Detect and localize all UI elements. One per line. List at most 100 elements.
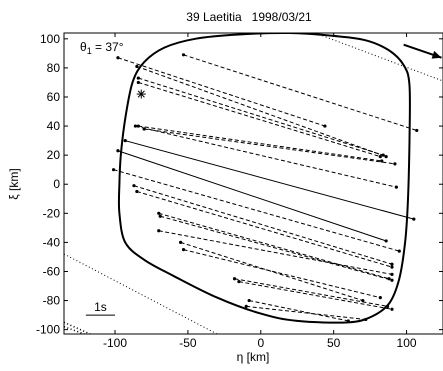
- plot-frame: [63, 32, 443, 335]
- x-tick-label: 50: [327, 336, 341, 350]
- chord-start-point: [135, 64, 139, 69]
- y-tick-label: 100: [40, 32, 60, 46]
- direction-arrow: [403, 43, 442, 59]
- y-tick-label: -80: [43, 294, 61, 308]
- chord: [133, 124, 398, 189]
- x-axis-ticks: -100 -50 0 50 100: [103, 33, 417, 350]
- chord-start-point: [116, 56, 120, 60]
- chord: [136, 76, 385, 157]
- x-tick-label: -50: [179, 336, 197, 350]
- chord: [157, 229, 394, 276]
- chord-line: [238, 281, 393, 310]
- direction-arrow-head: [431, 50, 442, 59]
- chord-line: [136, 65, 387, 158]
- chord-end-point: [381, 153, 385, 157]
- chord-end-point: [390, 272, 394, 276]
- dotted-line: [64, 321, 91, 334]
- chord: [135, 64, 388, 159]
- chord: [247, 298, 350, 323]
- chord-start-point: [158, 214, 162, 218]
- chord-end-point: [378, 296, 382, 300]
- chord-start-point: [181, 53, 186, 57]
- chord-line: [138, 81, 381, 158]
- chord-line: [246, 305, 366, 320]
- chord-line: [133, 185, 393, 265]
- asterisk-stroke: [137, 90, 145, 98]
- chord-start-point: [111, 168, 116, 172]
- asteroid-outline: [117, 33, 411, 324]
- x-tick-label: 100: [397, 336, 417, 350]
- x-tick-label: -100: [103, 336, 127, 350]
- chord: [158, 214, 394, 282]
- chord-end-point: [384, 239, 388, 243]
- dotted-line: [64, 325, 85, 334]
- x-tick-label: 0: [257, 336, 264, 350]
- chord-end-point: [394, 185, 398, 189]
- chord-start-point: [157, 229, 161, 233]
- y-axis-label: ξ [km]: [7, 168, 21, 199]
- chord-line: [158, 212, 390, 280]
- y-tick-label: -40: [43, 235, 61, 249]
- chord: [111, 168, 401, 253]
- chord-start-point: [244, 304, 248, 308]
- chord-line: [117, 57, 326, 127]
- chord-end-point: [412, 217, 416, 221]
- chord-start-point: [136, 76, 140, 80]
- chord-end-point: [397, 249, 401, 253]
- chord-start-point: [157, 211, 161, 215]
- y-tick-label: 80: [47, 61, 61, 75]
- chord: [181, 248, 382, 300]
- scale-bar: 1s: [85, 300, 116, 316]
- asterisk-marker: [136, 89, 146, 99]
- chord-line: [160, 215, 393, 281]
- chord-start-point: [135, 189, 139, 194]
- chord-end-point: [390, 307, 394, 311]
- chord-line: [136, 191, 393, 268]
- dotted-lines: [64, 33, 443, 334]
- scale-bar-label: 1s: [94, 300, 107, 314]
- y-tick-label: 60: [47, 90, 61, 104]
- chord: [116, 149, 388, 243]
- chord-line: [113, 169, 400, 252]
- chord-line: [125, 140, 414, 220]
- chord-start-point: [116, 149, 120, 153]
- chord-end-point: [393, 162, 397, 166]
- chord-start-point: [136, 80, 140, 85]
- chord: [232, 277, 390, 308]
- chord-end-point: [390, 262, 394, 266]
- chord: [123, 139, 416, 221]
- chord-start-point: [237, 280, 241, 284]
- chord-line: [180, 241, 363, 302]
- y-axis-ticks: -100 -80 -60 -40 -20 0 20 40 60 80 100: [36, 32, 443, 337]
- chord: [116, 56, 327, 128]
- chord-end-point: [384, 154, 388, 159]
- chord-line: [158, 230, 393, 275]
- chord: [132, 184, 394, 266]
- chord-start-point: [123, 139, 127, 143]
- chord: [237, 280, 394, 311]
- chord-start-point: [181, 248, 186, 252]
- x-axis-label: η [km]: [237, 350, 270, 364]
- chord-start-point: [179, 240, 183, 244]
- chord-line: [135, 125, 397, 188]
- angle-annotation: θ1 = 37°: [80, 40, 124, 56]
- chord: [136, 80, 382, 159]
- chord-line: [138, 125, 382, 162]
- chord-end-point: [390, 265, 394, 269]
- chord-line: [138, 77, 384, 156]
- chord: [179, 240, 365, 303]
- chord-line: [183, 249, 381, 299]
- y-tick-label: -100: [36, 323, 60, 337]
- chord-start-point: [232, 277, 237, 281]
- chart-title: 39 Laetitia 1998/03/21: [186, 10, 312, 24]
- chord-end-point: [323, 124, 327, 128]
- chord: [244, 304, 368, 322]
- y-tick-label: 0: [53, 177, 60, 191]
- dotted-line: [64, 253, 218, 334]
- y-tick-label: 20: [47, 148, 61, 162]
- chord-line: [144, 128, 395, 165]
- chord-start-point: [247, 298, 251, 303]
- dotted-line: [318, 33, 443, 82]
- chord-start-point: [133, 124, 138, 128]
- chords: [111, 53, 419, 323]
